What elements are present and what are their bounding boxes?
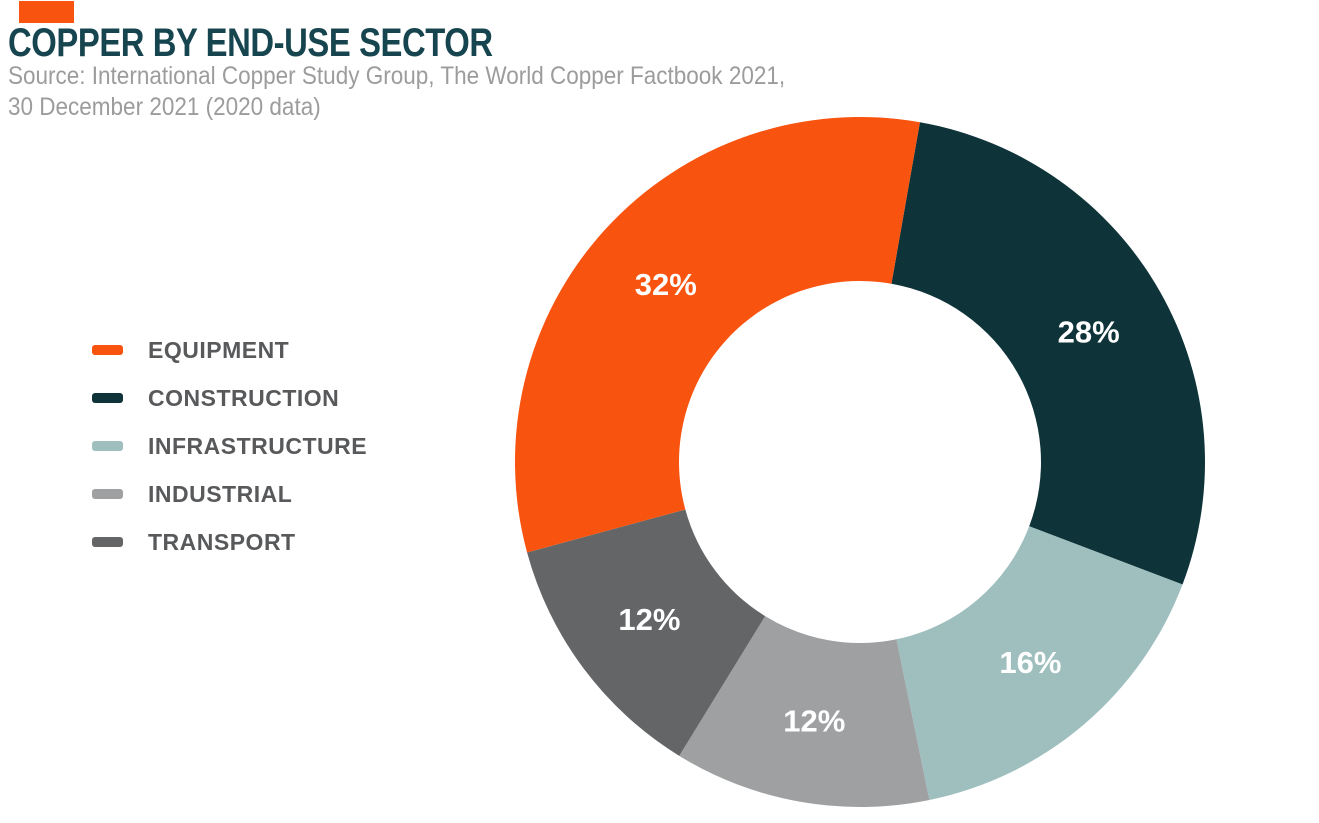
donut-slice-equipment [515,117,920,553]
source-text-line2: 30 December 2021 (2020 data) [8,93,321,121]
legend-item-label: INDUSTRIAL [148,480,293,507]
legend-swatch [92,537,123,547]
legend-swatch [92,441,123,451]
legend-item-construction: CONSTRUCTION [92,385,367,411]
legend-swatch [92,345,123,355]
legend: EQUIPMENT CONSTRUCTION INFRASTRUCTURE IN… [92,337,367,577]
source-text: Source: International Copper Study Group… [8,61,785,123]
chart-area: 28% 16% 12% 12% 32% [515,117,1205,807]
legend-swatch [92,393,123,403]
slice-label-equipment: 32% [635,267,697,302]
legend-item-transport: TRANSPORT [92,529,367,555]
donut-slice-construction [891,122,1205,585]
legend-item-label: CONSTRUCTION [148,384,340,411]
brand-mark [19,1,74,23]
donut-chart: 28% 16% 12% 12% 32% [515,117,1205,807]
slice-label-industrial: 12% [783,704,845,739]
slice-label-transport: 12% [618,602,680,637]
legend-item-equipment: EQUIPMENT [92,337,367,363]
legend-item-infrastructure: INFRASTRUCTURE [92,433,367,459]
donut-slice-industrial [679,616,930,807]
slice-label-infrastructure: 16% [999,645,1061,680]
legend-item-label: EQUIPMENT [148,336,290,363]
page-title: COPPER BY END-USE SECTOR [8,21,493,65]
legend-item-label: INFRASTRUCTURE [148,432,368,459]
legend-item-label: TRANSPORT [148,528,296,555]
legend-swatch [92,489,123,499]
source-text-line1: Source: International Copper Study Group… [8,62,786,90]
slice-label-construction: 28% [1058,315,1120,350]
legend-item-industrial: INDUSTRIAL [92,481,367,507]
donut-slice-infrastructure [896,526,1183,800]
donut-slice-transport [527,509,766,756]
